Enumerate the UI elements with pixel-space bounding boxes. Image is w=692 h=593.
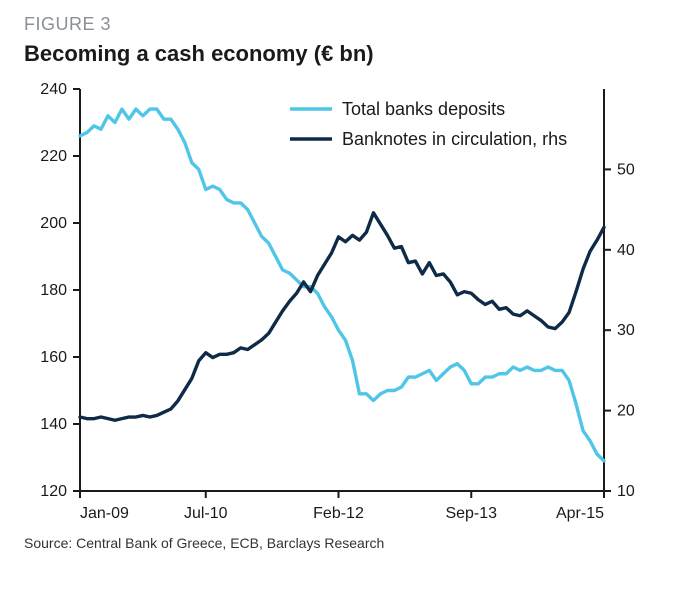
- chart-title: Becoming a cash economy (€ bn): [24, 41, 668, 67]
- svg-text:40: 40: [617, 242, 635, 259]
- svg-text:Sep-13: Sep-13: [445, 505, 497, 522]
- svg-text:50: 50: [617, 161, 635, 178]
- svg-text:200: 200: [40, 215, 67, 232]
- svg-text:220: 220: [40, 148, 67, 165]
- source-text: Source: Central Bank of Greece, ECB, Bar…: [24, 535, 668, 551]
- svg-text:Apr-15: Apr-15: [556, 505, 604, 522]
- dual-axis-line-chart: 120 140 160 180 200 220 240 10 20 30 40 50 Jan-09 Jul…: [24, 75, 664, 535]
- svg-text:120: 120: [40, 483, 67, 500]
- svg-text:180: 180: [40, 282, 67, 299]
- svg-text:10: 10: [617, 483, 635, 500]
- svg-text:Total banks deposits: Total banks deposits: [342, 99, 505, 119]
- svg-text:240: 240: [40, 81, 67, 98]
- svg-text:30: 30: [617, 322, 635, 339]
- svg-text:Jan-09: Jan-09: [80, 505, 129, 522]
- figure-label: FIGURE 3: [24, 14, 668, 35]
- svg-text:Jul-10: Jul-10: [184, 505, 228, 522]
- svg-text:160: 160: [40, 349, 67, 366]
- svg-text:20: 20: [617, 403, 635, 420]
- svg-text:Feb-12: Feb-12: [313, 505, 364, 522]
- svg-text:Banknotes in circulation, rhs: Banknotes in circulation, rhs: [342, 129, 567, 149]
- svg-text:140: 140: [40, 416, 67, 433]
